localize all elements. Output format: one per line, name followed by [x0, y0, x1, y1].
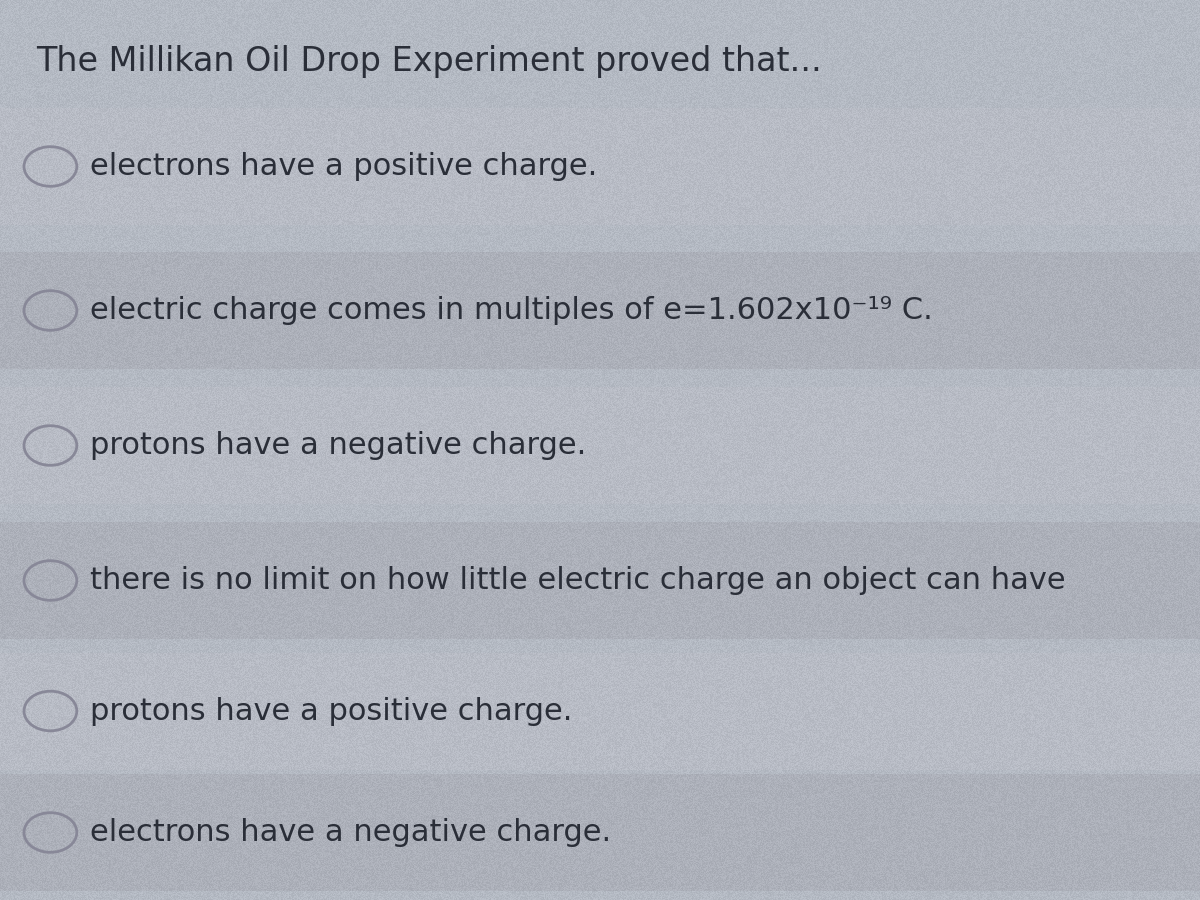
FancyBboxPatch shape: [0, 774, 1200, 891]
FancyBboxPatch shape: [0, 652, 1200, 770]
Text: electric charge comes in multiples of e=1.602x10⁻¹⁹ C.: electric charge comes in multiples of e=…: [90, 296, 932, 325]
Text: protons have a negative charge.: protons have a negative charge.: [90, 431, 587, 460]
Text: electrons have a negative charge.: electrons have a negative charge.: [90, 818, 611, 847]
FancyBboxPatch shape: [0, 522, 1200, 639]
FancyBboxPatch shape: [0, 108, 1200, 225]
FancyBboxPatch shape: [0, 387, 1200, 504]
Text: The Millikan Oil Drop Experiment proved that...: The Millikan Oil Drop Experiment proved …: [36, 45, 822, 78]
Text: there is no limit on how little electric charge an object can have: there is no limit on how little electric…: [90, 566, 1066, 595]
FancyBboxPatch shape: [0, 252, 1200, 369]
Text: protons have a positive charge.: protons have a positive charge.: [90, 697, 572, 725]
Text: electrons have a positive charge.: electrons have a positive charge.: [90, 152, 598, 181]
